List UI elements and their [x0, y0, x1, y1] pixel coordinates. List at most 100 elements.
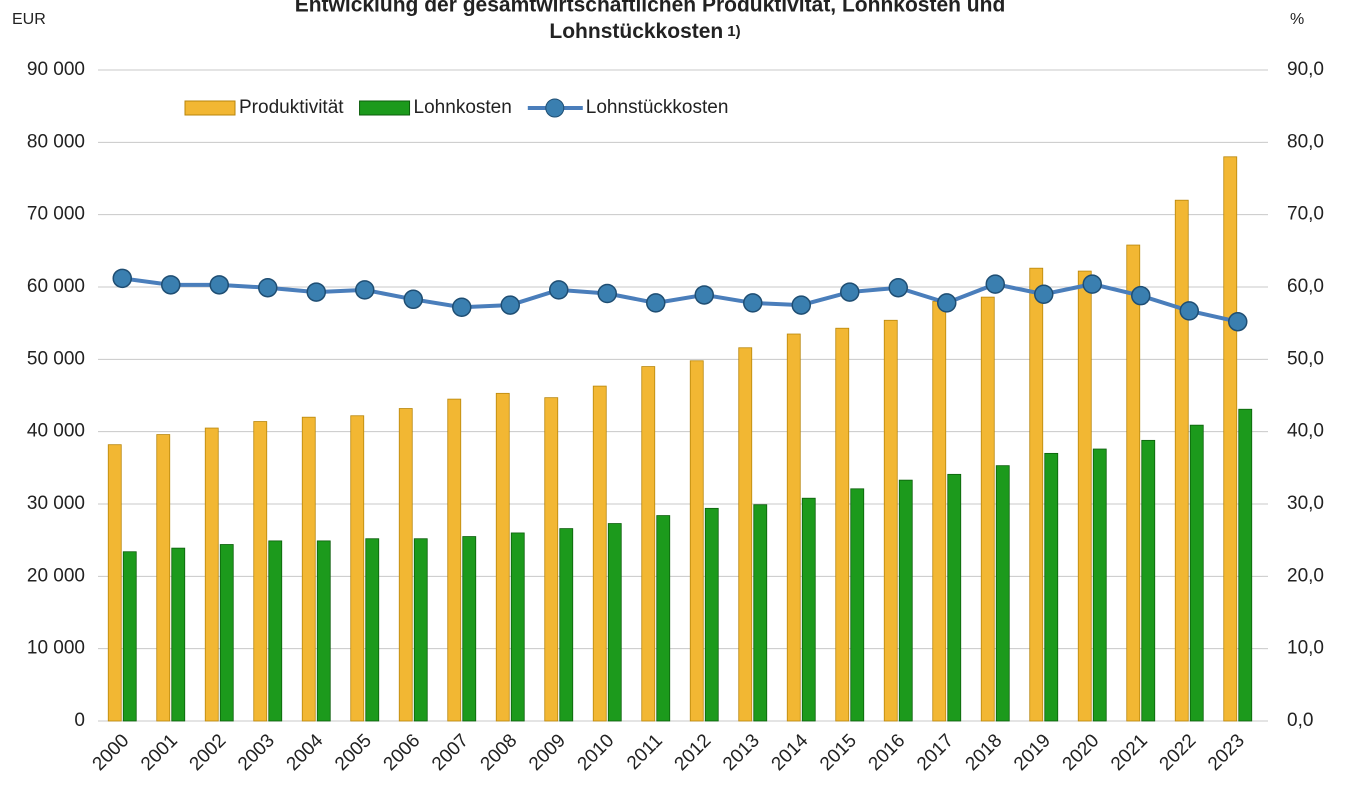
- legend-label: Lohnkosten: [414, 97, 512, 118]
- bar: [495, 392, 510, 722]
- chart-title-line: Lohnstückkosten: [549, 20, 723, 43]
- bar: [268, 540, 283, 722]
- bar: [365, 538, 380, 722]
- bar: [801, 497, 816, 722]
- y-tick-label: 80 000: [27, 131, 85, 152]
- y2-axis-label: %: [1290, 11, 1304, 28]
- marker: [1034, 284, 1054, 304]
- marker: [500, 295, 520, 315]
- x-tick-label: 2019: [1010, 730, 1055, 775]
- bar: [1092, 448, 1107, 722]
- bar: [995, 465, 1010, 722]
- bar: [122, 551, 137, 722]
- bar: [156, 434, 171, 722]
- x-tick-label: 2007: [428, 730, 473, 775]
- marker: [1179, 301, 1199, 321]
- bar: [641, 366, 656, 722]
- bar: [1126, 244, 1141, 722]
- bar: [607, 523, 622, 722]
- bar: [413, 538, 428, 722]
- x-tick-label: 2004: [283, 730, 328, 775]
- x-tick-label: 2016: [865, 730, 910, 775]
- x-tick-label: 2011: [623, 730, 667, 774]
- bar: [171, 547, 186, 722]
- x-tick-label: 2017: [913, 730, 958, 775]
- bar: [592, 385, 607, 722]
- bar: [850, 488, 865, 722]
- marker: [646, 293, 666, 313]
- marker: [1082, 274, 1102, 294]
- x-tick-label: 2013: [719, 730, 764, 775]
- bar: [753, 504, 768, 722]
- bar: [398, 408, 413, 722]
- marker: [888, 277, 908, 298]
- x-tick-label: 2023: [1204, 730, 1249, 775]
- bar: [689, 360, 704, 722]
- bar: [1141, 439, 1156, 722]
- bar: [1044, 452, 1059, 722]
- x-tick-label: 2012: [671, 730, 716, 775]
- x-tick-label: 2001: [137, 730, 182, 775]
- bar: [447, 398, 462, 722]
- bar: [301, 416, 316, 722]
- marker: [112, 268, 132, 289]
- bar: [738, 347, 753, 722]
- bar: [559, 528, 574, 722]
- chart-title: Lohnstückkosten 1): [549, 20, 740, 43]
- y2-tick-label: 90,0: [1287, 59, 1324, 80]
- bar: [898, 479, 913, 722]
- marker: [258, 277, 278, 298]
- legend-swatch: [184, 100, 236, 116]
- bar: [883, 319, 898, 722]
- y2-tick-label: 60,0: [1287, 276, 1324, 297]
- y2-tick-label: 40,0: [1287, 421, 1324, 442]
- bar: [107, 444, 122, 722]
- y-tick-label: 10 000: [27, 638, 85, 659]
- bar: [656, 515, 671, 722]
- bar: [204, 427, 219, 722]
- bar: [1223, 156, 1238, 722]
- bar: [947, 473, 962, 722]
- marker: [985, 274, 1005, 294]
- y-tick-label: 50 000: [27, 348, 85, 369]
- y-tick-label: 90 000: [27, 59, 85, 80]
- x-tick-label: 2005: [331, 730, 376, 775]
- bar: [350, 415, 365, 722]
- marker: [1228, 311, 1248, 332]
- bar: [835, 327, 850, 722]
- y-tick-label: 60 000: [27, 276, 85, 297]
- marker: [937, 293, 957, 313]
- y-tick-label: 20 000: [27, 565, 85, 586]
- x-tick-label: 2018: [962, 730, 1007, 775]
- marker: [403, 289, 423, 310]
- marker: [597, 283, 617, 304]
- y2-tick-label: 0,0: [1287, 710, 1313, 731]
- bar: [1029, 267, 1044, 722]
- marker: [452, 297, 472, 318]
- legend-label: Lohnstückkosten: [586, 97, 729, 118]
- marker: [209, 275, 229, 295]
- x-tick-label: 2014: [768, 730, 813, 775]
- bar: [1174, 199, 1189, 722]
- bar: [253, 421, 268, 722]
- y-tick-label: 40 000: [27, 421, 85, 442]
- y-tick-label: 70 000: [27, 204, 85, 225]
- bar: [1077, 270, 1092, 722]
- x-tick-label: 2022: [1156, 730, 1201, 775]
- y2-tick-label: 20,0: [1287, 565, 1324, 586]
- bar: [219, 544, 234, 722]
- x-tick-label: 2003: [234, 730, 279, 775]
- marker: [306, 282, 326, 302]
- bar: [980, 296, 995, 722]
- chart-title: Entwicklung der gesamtwirtschaftlichen P…: [295, 0, 1006, 17]
- marker: [1131, 285, 1151, 306]
- marker: [161, 275, 181, 295]
- marker: [791, 295, 811, 315]
- bar: [462, 536, 477, 722]
- legend-swatch: [545, 98, 565, 118]
- bar: [786, 333, 801, 722]
- x-tick-label: 2020: [1059, 730, 1104, 775]
- bar: [1189, 424, 1204, 722]
- y-tick-label: 0: [74, 710, 85, 731]
